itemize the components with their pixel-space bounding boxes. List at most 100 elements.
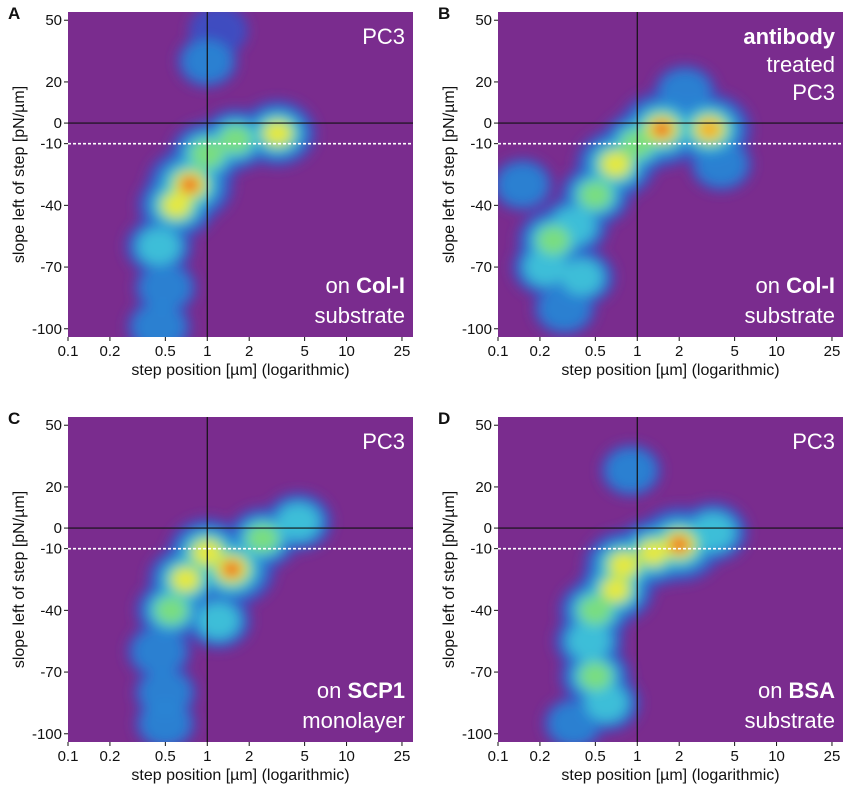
x-axis-title: step position [µm] (logarithmic) [561,767,779,784]
y-axis-title: slope left of step [pN/µm] [11,86,28,263]
heatmap-hotspot [672,538,687,551]
x-tick-label: 2 [675,343,683,360]
y-tick-label: -10 [470,541,492,558]
y-tick-label: -10 [40,541,62,558]
x-tick-label: 0.5 [155,343,176,360]
y-tick-label: 20 [45,479,62,496]
heatmap-hotspot [561,259,602,295]
heatmap-hotspot [264,121,291,145]
annotation-text: treated [767,52,836,77]
x-tick-label: 10 [768,343,785,360]
y-tick-label: 20 [475,479,492,496]
panel-d: D 50 20 0 -10 -40 -70 -100 0.1 0.2 0.5 1 2 5 10 25 step… [430,405,850,800]
y-tick-label: -40 [40,197,62,214]
heatmap-hotspot [585,684,628,721]
y-tick-label: -40 [470,602,492,619]
heatmap-hotspot [579,662,612,691]
x-tick-label: 0.2 [529,343,550,360]
heatmap-hotspot [691,513,735,551]
heatmap-hotspot [539,286,590,330]
x-axis-title: step position [µm] (logarithmic) [131,767,349,784]
heatmap-hotspot [639,541,667,565]
y-tick-label: -70 [40,259,62,276]
heatmap-hotspot [198,603,239,639]
heatmap-hotspot [606,449,656,492]
x-tick-label: 0.5 [155,748,176,765]
y-tick-label: -10 [470,136,492,153]
heatmap-hotspot [246,524,279,553]
annotation-text: PC3 [792,80,835,105]
heatmap-hotspot [601,152,630,177]
panel-letter: A [8,4,21,23]
annotation-text: PC3 [362,429,405,454]
x-tick-label: 0.1 [488,748,509,765]
annotation-text: antibody [743,24,835,49]
y-tick-label: -70 [470,259,492,276]
x-tick-label: 0.2 [99,748,120,765]
heatmap-hotspot [140,266,191,310]
x-tick-label: 1 [203,343,211,360]
heatmap-hotspot [133,304,185,337]
heatmap-hotspot [224,563,239,576]
y-tick-label: 50 [475,417,492,434]
heatmap-hotspot [277,503,319,540]
x-axis-title: step position [µm] (logarithmic) [561,362,779,379]
heatmap-hotspot [660,70,710,114]
y-axis-title: slope left of step [pN/µm] [11,491,28,668]
y-tick-label: -100 [32,726,62,743]
x-tick-label: 5 [730,343,738,360]
heatmap-hotspot [140,671,191,715]
x-tick-label: 0.5 [585,343,606,360]
heatmap-hotspot [602,578,629,602]
heatmap-hotspot [696,142,746,186]
x-axis-title: step position [µm] (logarithmic) [131,362,349,379]
x-tick-label: 5 [300,748,308,765]
panel-c: C 50 20 0 -10 -40 -70 -100 0.1 0.2 0.5 1 2 5 10 25 step… [0,405,420,800]
heatmap-background [68,12,413,337]
x-tick-label: 25 [394,748,411,765]
panel-b: B 50 20 0 -10 -40 -70 -100 0.1 0.2 0.5 1 2 5 10 25 step… [430,0,850,395]
x-tick-label: 10 [768,748,785,765]
x-tick-label: 0.1 [58,343,79,360]
y-axis-title: slope left of step [pN/µm] [441,491,458,668]
heatmap-hotspot [172,568,199,591]
panel-letter: C [8,409,21,428]
annotation-text: on Col-I [326,273,405,298]
x-tick-label: 0.2 [529,748,550,765]
y-tick-label: 0 [484,520,492,537]
x-tick-label: 1 [203,748,211,765]
x-tick-label: 0.2 [99,343,120,360]
heatmap-hotspot [578,596,612,625]
y-tick-label: -70 [470,664,492,681]
y-tick-label: 0 [54,520,62,537]
y-tick-label: -100 [462,321,492,338]
y-tick-label: 50 [45,417,62,434]
x-tick-label: 0.5 [585,748,606,765]
x-tick-label: 0.1 [58,748,79,765]
heatmap-hotspot [133,629,185,674]
annotation-text: PC3 [792,429,835,454]
annotation-text: substrate [745,303,836,328]
x-tick-label: 1 [633,748,641,765]
heatmap-hotspot [549,702,598,742]
annotation-text: on SCP1 [317,678,405,703]
heatmap-hotspot [155,596,188,625]
y-tick-label: 0 [484,115,492,132]
y-tick-label: -10 [40,136,62,153]
y-axis-title: slope left of step [pN/µm] [441,86,458,263]
annotation-text: on Col-I [756,273,835,298]
x-tick-label: 10 [338,343,355,360]
x-tick-label: 5 [300,343,308,360]
heatmap-hotspot [699,120,720,138]
panel-letter: B [438,4,451,23]
panel-letter: D [438,409,451,428]
y-tick-label: -100 [462,726,492,743]
x-tick-label: 25 [824,748,841,765]
heatmap-hotspot [537,226,570,255]
x-tick-label: 2 [675,748,683,765]
panel-a: A 50 20 0 -10 -40 -70 -100 0.1 0.2 0.5 1 2 5 10 25 step… [0,0,420,395]
